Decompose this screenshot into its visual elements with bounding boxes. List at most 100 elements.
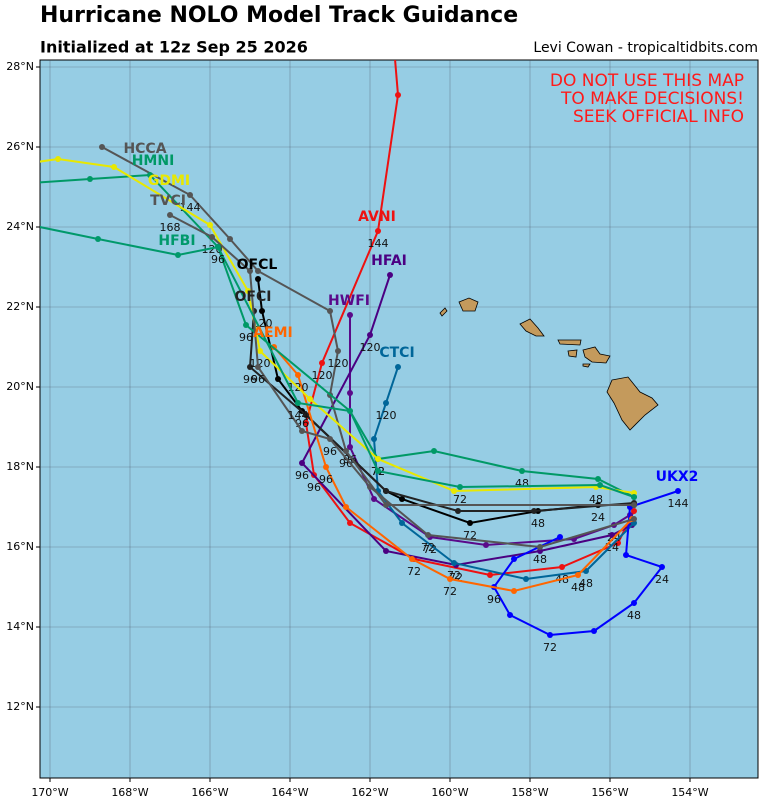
track-point xyxy=(255,364,261,370)
track-point xyxy=(511,556,517,562)
track-point xyxy=(409,556,415,562)
model-name: HCCA xyxy=(123,141,166,157)
track-point xyxy=(257,348,263,354)
track-point xyxy=(447,576,453,582)
island xyxy=(582,346,611,364)
forecast-hour: 120 xyxy=(250,357,271,370)
forecast-hour: 96 xyxy=(211,253,225,266)
track-point xyxy=(631,494,637,500)
track-line xyxy=(300,274,633,567)
track-point xyxy=(467,520,473,526)
track-point xyxy=(631,508,637,514)
track-point xyxy=(347,390,353,396)
track-point xyxy=(395,364,401,370)
track-point xyxy=(247,268,253,274)
track-line xyxy=(40,226,635,498)
track-point xyxy=(327,436,333,442)
track-point xyxy=(383,548,389,554)
forecast-hour: 96 xyxy=(239,331,253,344)
model-name: AEMI xyxy=(253,325,293,341)
island xyxy=(557,339,582,346)
track-point xyxy=(275,376,281,382)
warning-line: SEEK OFFICIAL INFO xyxy=(573,107,744,127)
lon-tick-label: 170°W xyxy=(31,786,68,799)
track-point xyxy=(559,564,565,570)
forecast-hour: 144 xyxy=(668,497,689,510)
track-point xyxy=(371,496,377,502)
model-name: HWFI xyxy=(328,293,370,309)
track-point xyxy=(323,464,329,470)
track-line xyxy=(304,60,635,577)
track-point xyxy=(451,488,457,494)
track-point xyxy=(675,488,681,494)
model-name: GDMI xyxy=(148,173,190,189)
track-point xyxy=(457,484,463,490)
track-point xyxy=(299,428,305,434)
labels: 170°W 168°W 166°W 164°W 162°W 160°W 158°W 156°W… xyxy=(6,60,709,799)
track-point xyxy=(55,156,61,162)
track-point xyxy=(243,322,249,328)
track-point xyxy=(87,176,93,182)
track-point xyxy=(595,476,601,482)
forecast-hour: 96 xyxy=(251,373,265,386)
subtitle: Initialized at 12z Sep 25 2026 xyxy=(40,38,308,57)
warning-line: TO MAKE DECISIONS! xyxy=(560,89,744,109)
lat-tick-label: 26°N xyxy=(6,140,34,153)
track-point xyxy=(335,348,341,354)
forecast-hour: 48 xyxy=(531,517,545,530)
track-point xyxy=(247,364,253,370)
forecast-hour: 168 xyxy=(160,221,181,234)
track-point xyxy=(519,468,525,474)
track-point xyxy=(597,482,603,488)
lat-tick-label: 28°N xyxy=(6,60,34,73)
forecast-hour: 96 xyxy=(323,445,337,458)
forecast-hour: 48 xyxy=(571,581,585,594)
track-point xyxy=(255,276,261,282)
warning: DO NOT USE THIS MAP TO MAKE DECISIONS! S… xyxy=(550,71,744,127)
track-point xyxy=(371,436,377,442)
forecast-hour: 96 xyxy=(339,457,353,470)
track-point xyxy=(307,396,313,402)
forecast-hour: 72 xyxy=(443,585,457,598)
forecast-hour: 120 xyxy=(252,317,273,330)
model-name: OFCL xyxy=(237,257,278,273)
track-point xyxy=(391,44,397,50)
track-point xyxy=(483,542,489,548)
lat-tick-label: 14°N xyxy=(6,620,34,633)
forecast-hour: 48 xyxy=(589,493,603,506)
track-point xyxy=(209,234,215,240)
lon-tick-label: 158°W xyxy=(511,786,548,799)
forecast-hour: 120 xyxy=(312,369,333,382)
forecast-hour: 24 xyxy=(605,541,619,554)
model-name: HMNI xyxy=(132,153,175,169)
track-point xyxy=(215,244,221,250)
track-point xyxy=(27,160,33,166)
track-point xyxy=(343,448,349,454)
forecast-hour: 96 xyxy=(319,473,333,486)
track-point xyxy=(537,544,543,550)
tracks: 4872961201442472962472961204872120144244… xyxy=(27,44,689,654)
model-name: AVNI xyxy=(358,209,396,225)
lat-tick-label: 16°N xyxy=(6,540,34,553)
track-point xyxy=(375,228,381,234)
track-point xyxy=(367,332,373,338)
track-line xyxy=(169,214,635,549)
forecast-hour: 48 xyxy=(627,609,641,622)
island xyxy=(519,318,545,337)
island xyxy=(439,307,448,317)
forecast-hour: 48 xyxy=(579,577,593,590)
model-name: CTCI xyxy=(379,345,414,361)
forecast-hour: 144 xyxy=(288,409,309,422)
warning-line: DO NOT USE THIS MAP xyxy=(550,71,744,91)
lon-tick-label: 168°W xyxy=(111,786,148,799)
model-name: OFCI xyxy=(235,289,272,305)
credit: Levi Cowan - tropicaltidbits.com xyxy=(533,40,758,56)
track-point xyxy=(609,532,615,538)
model-name: HFAI xyxy=(371,253,407,269)
lat-tick-label: 12°N xyxy=(6,700,34,713)
track-point xyxy=(557,534,563,540)
forecast-hour: 24 xyxy=(591,511,605,524)
lat-tick-label: 22°N xyxy=(6,300,34,313)
track-point xyxy=(383,502,389,508)
